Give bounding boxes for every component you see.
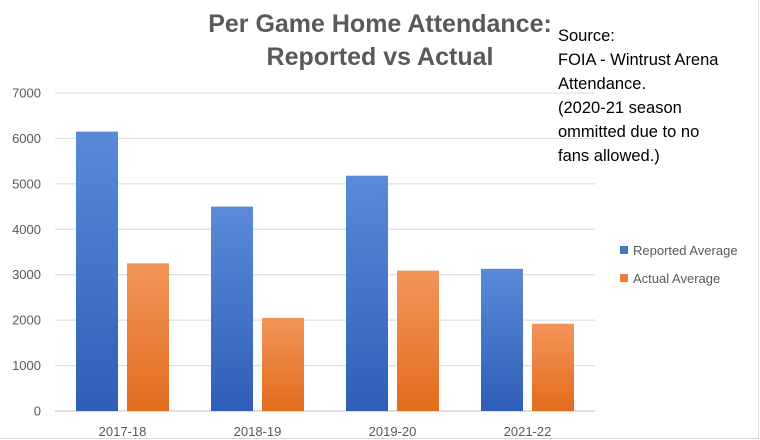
bar-actual <box>127 263 169 411</box>
bars <box>76 131 574 411</box>
y-tick-label: 1000 <box>12 358 41 373</box>
x-tick-label: 2021-22 <box>504 424 552 439</box>
bar-reported <box>481 268 523 411</box>
y-tick-label: 0 <box>34 404 41 419</box>
bar-reported <box>211 206 253 411</box>
legend-item-reported: Reported Average <box>620 236 738 264</box>
x-tick-label: 2019-20 <box>369 424 417 439</box>
legend-label-reported: Reported Average <box>633 242 738 258</box>
legend-item-actual: Actual Average <box>620 264 738 292</box>
y-tick-label: 5000 <box>12 176 41 191</box>
chart-title-line-2: Reported vs Actual <box>266 43 494 71</box>
bar-actual <box>532 323 574 411</box>
source-line: Source: <box>558 27 615 45</box>
y-tick-label: 2000 <box>12 313 41 328</box>
bar-actual <box>397 270 439 411</box>
source-annotation: Source: FOIA - Wintrust Arena Attendance… <box>558 24 758 168</box>
legend: Reported Average Actual Average <box>620 236 738 292</box>
y-tick-label: 4000 <box>12 222 41 237</box>
source-line: FOIA - Wintrust Arena <box>558 51 719 69</box>
source-line: fans allowed.) <box>558 147 660 165</box>
source-line: Attendance. <box>558 75 647 93</box>
legend-label-actual: Actual Average <box>633 270 721 286</box>
bar-reported <box>346 175 388 411</box>
y-tick-label: 6000 <box>12 131 41 146</box>
source-line: ommitted due to no <box>558 123 700 141</box>
source-line: (2020-21 season <box>558 99 682 117</box>
x-tick-label: 2017-18 <box>99 424 147 439</box>
chart-title: Per Game Home Attendance: Reported vs Ac… <box>190 8 570 74</box>
x-tick-label: 2018-19 <box>234 424 282 439</box>
bar-actual <box>262 317 304 411</box>
bar-reported <box>76 131 118 411</box>
legend-swatch-actual <box>620 274 628 282</box>
y-tick-label: 3000 <box>12 267 41 282</box>
chart-title-line-1: Per Game Home Attendance: <box>208 10 552 38</box>
x-axis: 2017-18 2018-19 2019-20 2021-22 <box>99 424 552 439</box>
legend-swatch-reported <box>620 246 628 254</box>
y-tick-label: 7000 <box>12 86 41 101</box>
